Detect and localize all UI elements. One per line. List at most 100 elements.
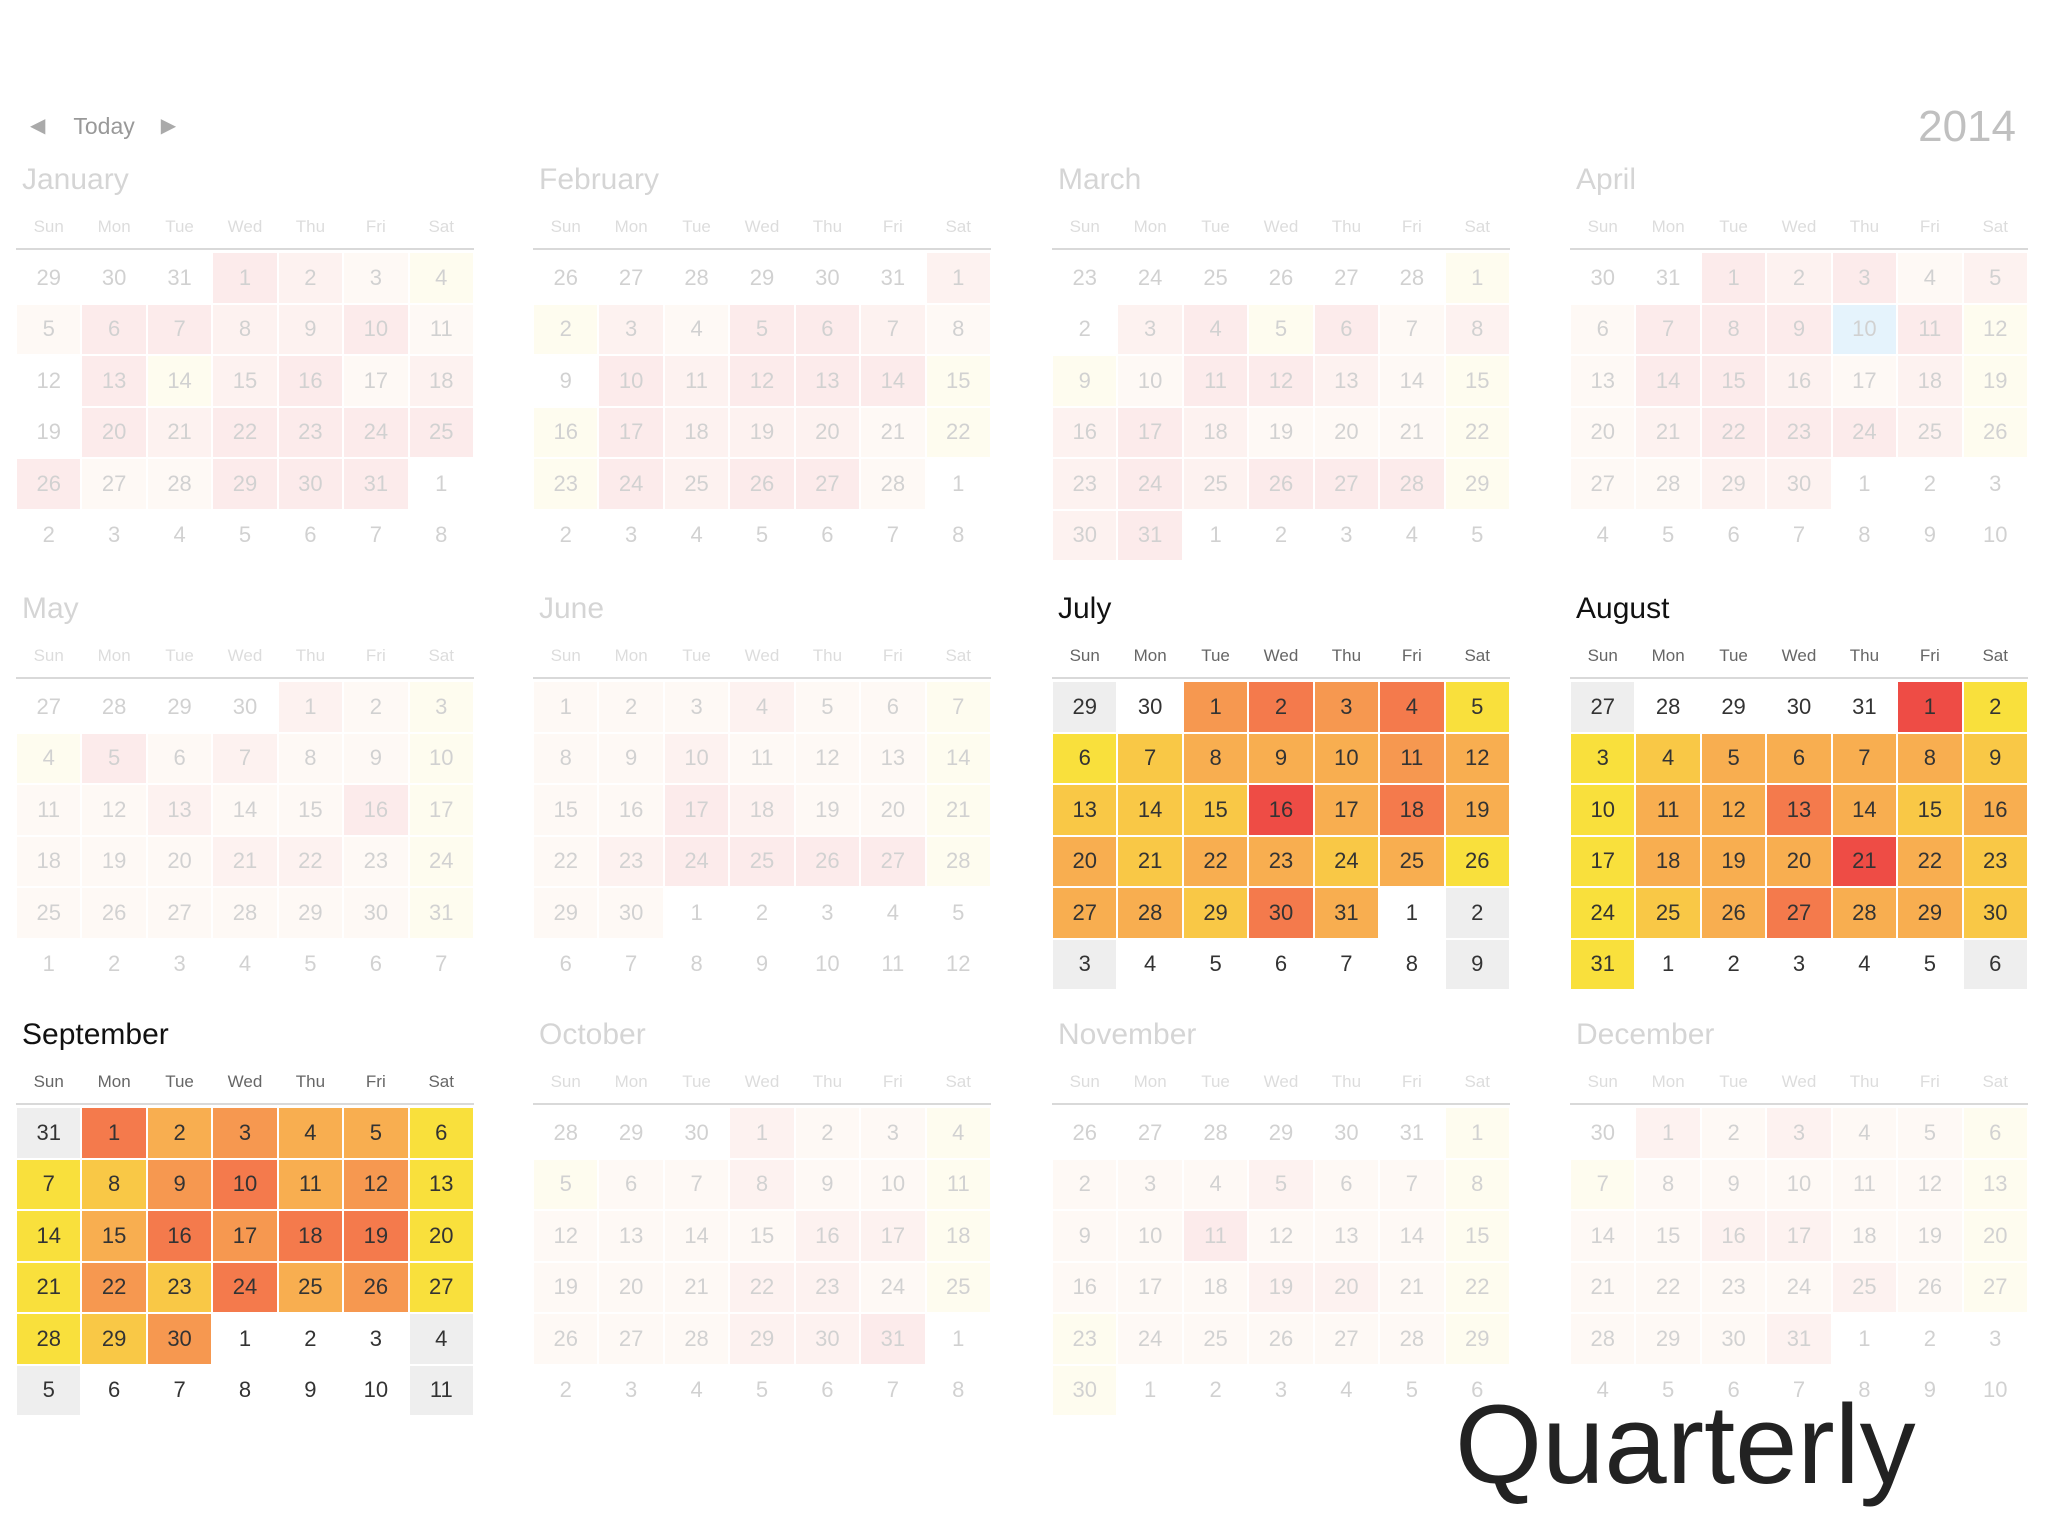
day-cell[interactable]: 4 xyxy=(860,887,926,939)
day-cell[interactable]: 16 xyxy=(1962,784,2028,836)
day-cell[interactable]: 11 xyxy=(729,732,795,784)
day-cell[interactable]: 2 xyxy=(729,887,795,939)
day-cell[interactable]: 14 xyxy=(1635,355,1701,407)
day-cell[interactable]: 10 xyxy=(343,303,409,355)
day-cell[interactable]: 29 xyxy=(1444,458,1510,510)
day-cell[interactable]: 28 xyxy=(1635,681,1701,733)
day-cell[interactable]: 1 xyxy=(1182,681,1249,733)
day-cell[interactable]: 19 xyxy=(533,1261,599,1313)
day-cell[interactable]: 14 xyxy=(1831,784,1898,836)
day-cell[interactable]: 8 xyxy=(1182,732,1249,784)
day-cell[interactable]: 2 xyxy=(1700,1107,1767,1159)
day-cell[interactable]: 11 xyxy=(1897,303,1963,355)
day-cell[interactable]: 10 xyxy=(1570,784,1636,836)
day-cell[interactable]: 20 xyxy=(408,1210,474,1262)
day-cell[interactable]: 26 xyxy=(729,458,795,510)
day-cell[interactable]: 24 xyxy=(1117,252,1183,304)
day-cell[interactable]: 16 xyxy=(794,1210,861,1262)
day-cell[interactable]: 3 xyxy=(1117,303,1183,355)
day-cell[interactable]: 6 xyxy=(343,938,409,990)
day-cell[interactable]: 23 xyxy=(146,1261,213,1313)
day-cell[interactable]: 1 xyxy=(1182,509,1249,561)
day-cell[interactable]: 27 xyxy=(1570,681,1636,733)
day-cell[interactable]: 13 xyxy=(1766,784,1832,836)
day-cell[interactable]: 5 xyxy=(343,1107,409,1159)
day-cell[interactable]: 29 xyxy=(212,458,278,510)
day-cell[interactable]: 31 xyxy=(408,887,474,939)
day-cell[interactable]: 9 xyxy=(1248,732,1314,784)
day-cell[interactable]: 2 xyxy=(81,938,147,990)
day-cell[interactable]: 5 xyxy=(1444,509,1510,561)
day-cell[interactable]: 11 xyxy=(277,1158,344,1210)
day-cell[interactable]: 19 xyxy=(81,835,147,887)
day-cell[interactable]: 25 xyxy=(1182,458,1249,510)
day-cell[interactable]: 11 xyxy=(1182,1210,1249,1262)
day-cell[interactable]: 21 xyxy=(925,784,991,836)
day-cell[interactable]: 22 xyxy=(1444,406,1510,458)
day-cell[interactable]: 30 xyxy=(212,681,278,733)
day-cell[interactable]: 22 xyxy=(1635,1261,1701,1313)
day-cell[interactable]: 27 xyxy=(408,1261,474,1313)
day-cell[interactable]: 17 xyxy=(598,406,664,458)
day-cell[interactable]: 3 xyxy=(81,509,147,561)
day-cell[interactable]: 8 xyxy=(729,1158,795,1210)
day-cell[interactable]: 22 xyxy=(277,835,344,887)
day-cell[interactable]: 18 xyxy=(1897,355,1963,407)
day-cell[interactable]: 1 xyxy=(1444,1107,1510,1159)
day-cell[interactable]: 23 xyxy=(794,1261,861,1313)
day-cell[interactable]: 9 xyxy=(794,1158,861,1210)
day-cell[interactable]: 19 xyxy=(1897,1210,1963,1262)
day-cell[interactable]: 7 xyxy=(146,1364,213,1416)
day-cell[interactable]: 1 xyxy=(1635,1107,1701,1159)
day-cell[interactable]: 23 xyxy=(1962,835,2028,887)
day-cell[interactable]: 27 xyxy=(598,1313,664,1365)
day-cell[interactable]: 27 xyxy=(860,835,926,887)
day-cell[interactable]: 15 xyxy=(277,784,344,836)
day-cell[interactable]: 26 xyxy=(533,252,599,304)
day-cell[interactable]: 21 xyxy=(1379,406,1445,458)
day-cell[interactable]: 28 xyxy=(81,681,147,733)
day-cell[interactable]: 7 xyxy=(598,938,664,990)
day-cell[interactable]: 12 xyxy=(794,732,861,784)
day-cell[interactable]: 9 xyxy=(533,355,599,407)
day-cell[interactable]: 13 xyxy=(408,1158,474,1210)
day-cell[interactable]: 19 xyxy=(1248,406,1314,458)
day-cell[interactable]: 4 xyxy=(408,1313,474,1365)
day-cell[interactable]: 5 xyxy=(277,938,344,990)
day-cell[interactable]: 14 xyxy=(16,1210,82,1262)
day-cell[interactable]: 16 xyxy=(533,406,599,458)
day-cell[interactable]: 1 xyxy=(212,252,278,304)
day-cell[interactable]: 23 xyxy=(1052,458,1118,510)
day-cell[interactable]: 4 xyxy=(663,509,730,561)
day-cell[interactable]: 24 xyxy=(1313,835,1380,887)
day-cell[interactable]: 29 xyxy=(277,887,344,939)
day-cell[interactable]: 20 xyxy=(794,406,861,458)
day-cell[interactable]: 31 xyxy=(860,1313,926,1365)
day-cell[interactable]: 15 xyxy=(925,355,991,407)
day-cell[interactable]: 8 xyxy=(1444,1158,1510,1210)
day-cell[interactable]: 12 xyxy=(343,1158,409,1210)
day-cell[interactable]: 27 xyxy=(1313,252,1380,304)
day-cell[interactable]: 30 xyxy=(1962,887,2028,939)
day-cell[interactable]: 17 xyxy=(1766,1210,1832,1262)
day-cell[interactable]: 10 xyxy=(1962,509,2028,561)
day-cell[interactable]: 13 xyxy=(598,1210,664,1262)
day-cell[interactable]: 27 xyxy=(794,458,861,510)
day-cell[interactable]: 24 xyxy=(1117,1313,1183,1365)
day-cell[interactable]: 3 xyxy=(598,303,664,355)
day-cell[interactable]: 7 xyxy=(146,303,213,355)
day-cell[interactable]: 31 xyxy=(1831,681,1898,733)
day-cell[interactable]: 4 xyxy=(408,252,474,304)
day-cell[interactable]: 18 xyxy=(1831,1210,1898,1262)
day-cell[interactable]: 15 xyxy=(1182,784,1249,836)
day-cell[interactable]: 11 xyxy=(16,784,82,836)
day-cell[interactable]: 7 xyxy=(212,732,278,784)
day-cell[interactable]: 7 xyxy=(860,303,926,355)
day-cell[interactable]: 3 xyxy=(1313,681,1380,733)
day-cell[interactable]: 19 xyxy=(343,1210,409,1262)
day-cell[interactable]: 5 xyxy=(1379,1364,1445,1416)
day-cell[interactable]: 24 xyxy=(408,835,474,887)
day-cell[interactable]: 20 xyxy=(1570,406,1636,458)
day-cell[interactable]: 4 xyxy=(1570,1364,1636,1416)
day-cell[interactable]: 14 xyxy=(212,784,278,836)
